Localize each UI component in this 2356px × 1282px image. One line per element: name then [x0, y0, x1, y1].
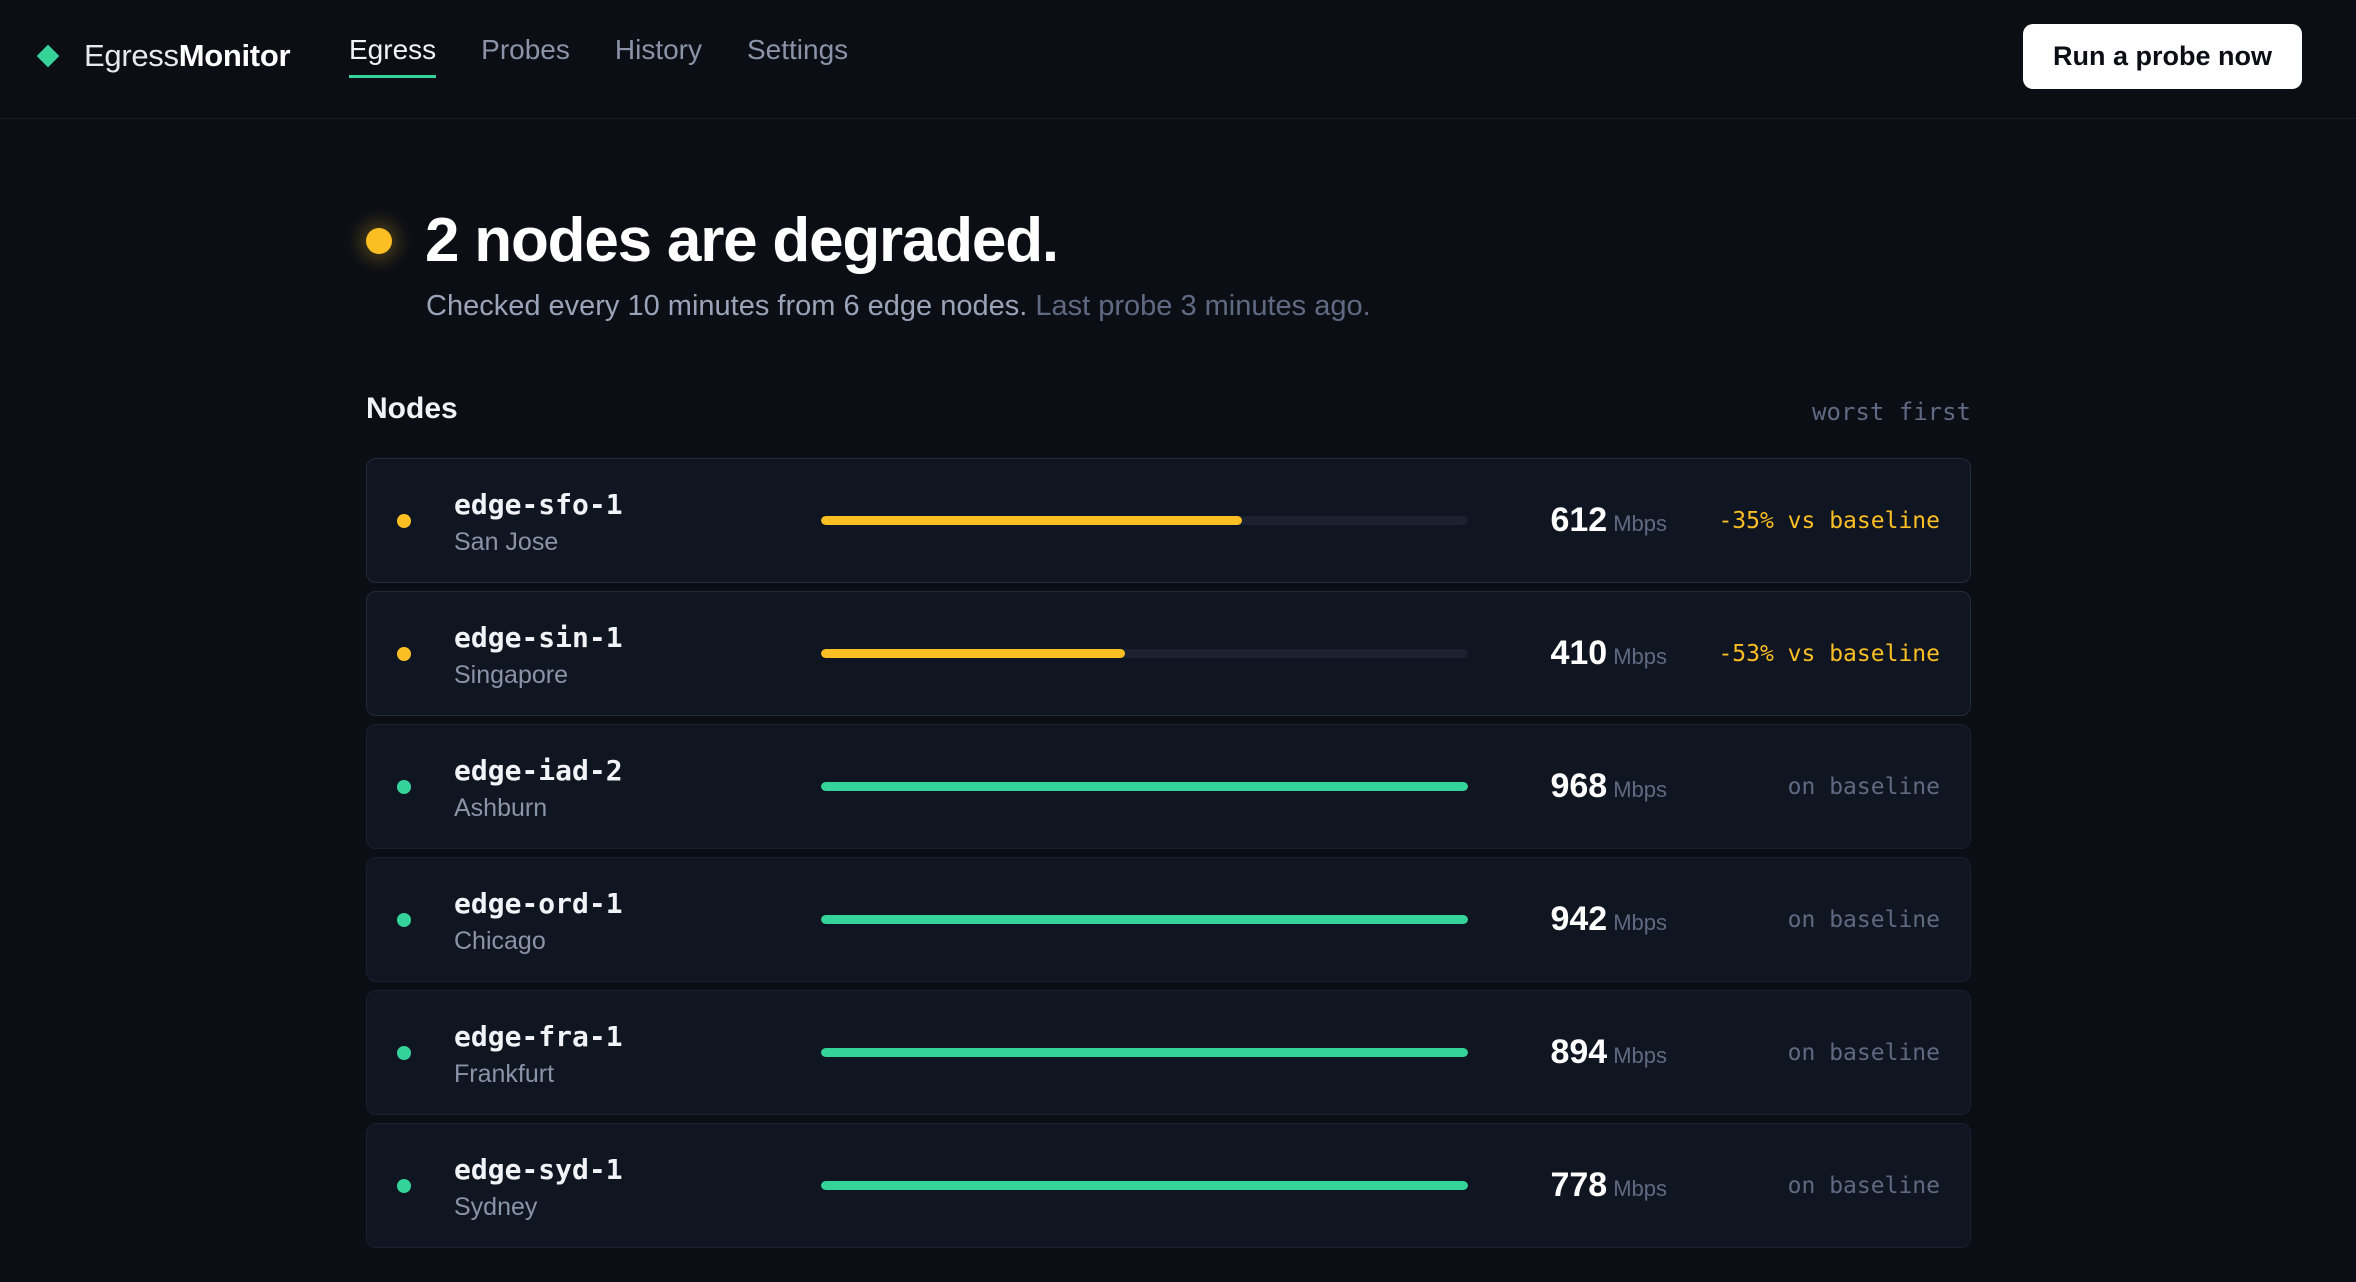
- throughput-bar: [821, 516, 1468, 525]
- node-name: edge-iad-2: [454, 754, 623, 787]
- throughput-value: 942: [1550, 900, 1608, 938]
- brand-name: EgressMonitor: [84, 38, 291, 74]
- node-name: edge-sin-1: [454, 621, 623, 654]
- throughput-bar-fill: [821, 649, 1126, 658]
- baseline-delta: -35% vs baseline: [1718, 508, 1940, 534]
- baseline-delta: on baseline: [1787, 774, 1940, 800]
- diamond-icon: [36, 44, 60, 68]
- sort-order-label[interactable]: worst first: [1812, 398, 1971, 426]
- brand-logo[interactable]: EgressMonitor: [36, 36, 291, 76]
- throughput-value: 968: [1550, 767, 1608, 805]
- node-location: Sydney: [454, 1193, 538, 1221]
- throughput-value: 778: [1550, 1166, 1608, 1204]
- throughput-bar: [821, 649, 1468, 658]
- node-status-dot: [397, 780, 411, 794]
- throughput-unit: Mbps: [1613, 910, 1667, 935]
- tab-probes[interactable]: Probes: [481, 34, 570, 65]
- throughput-readout: 968 Mbps: [1550, 767, 1667, 806]
- throughput-bar-fill: [821, 516, 1242, 525]
- throughput-readout: 410 Mbps: [1550, 634, 1667, 673]
- throughput-unit: Mbps: [1613, 777, 1667, 802]
- node-status-dot: [397, 1046, 411, 1060]
- top-nav-bar: EgressMonitor Egress Probes History Sett…: [0, 0, 2356, 119]
- throughput-bar-fill: [821, 1181, 1468, 1190]
- node-name: edge-fra-1: [454, 1020, 623, 1053]
- throughput-readout: 894 Mbps: [1550, 1033, 1667, 1072]
- node-list: edge-sfo-1 San Jose 612 Mbps -35% vs baselin…: [366, 458, 1971, 1256]
- throughput-value: 612: [1550, 501, 1608, 539]
- node-row[interactable]: edge-syd-1 Sydney 778 Mbps on baseline: [366, 1123, 1971, 1248]
- node-row[interactable]: edge-fra-1 Frankfurt 894 Mbps on baseline: [366, 990, 1971, 1115]
- node-location: San Jose: [454, 528, 559, 556]
- node-name: edge-ord-1: [454, 887, 623, 920]
- tab-egress[interactable]: Egress: [349, 34, 437, 78]
- node-location: Singapore: [454, 661, 568, 689]
- node-row[interactable]: edge-sin-1 Singapore 410 Mbps -53% vs baseli…: [366, 591, 1971, 716]
- throughput-readout: 942 Mbps: [1550, 900, 1667, 939]
- run-probe-button[interactable]: Run a probe now: [2023, 24, 2302, 89]
- throughput-bar: [821, 1048, 1468, 1057]
- baseline-delta: on baseline: [1787, 1173, 1940, 1199]
- node-status-dot: [397, 647, 411, 661]
- node-location: Ashburn: [454, 794, 548, 822]
- node-name: edge-sfo-1: [454, 488, 623, 521]
- section-title: Nodes: [366, 392, 458, 425]
- throughput-bar: [821, 915, 1468, 924]
- brand-name-light: Egress: [84, 38, 179, 73]
- node-status-dot: [397, 913, 411, 927]
- throughput-bar-fill: [821, 915, 1468, 924]
- node-row[interactable]: edge-ord-1 Chicago 942 Mbps on baseline: [366, 857, 1971, 982]
- throughput-value: 410: [1550, 634, 1608, 672]
- node-location: Chicago: [454, 927, 546, 955]
- tab-settings[interactable]: Settings: [747, 34, 849, 65]
- node-status-dot: [397, 1179, 411, 1193]
- node-row[interactable]: edge-sfo-1 San Jose 612 Mbps -35% vs baselin…: [366, 458, 1971, 583]
- status-indicator-dot: [366, 228, 392, 254]
- throughput-bar: [821, 782, 1468, 791]
- main-nav: Egress Probes History Settings: [349, 34, 848, 78]
- status-last-probe: Last probe 3 minutes ago.: [1035, 290, 1371, 322]
- baseline-delta: -53% vs baseline: [1718, 641, 1940, 667]
- brand-name-bold: Monitor: [178, 38, 291, 73]
- node-name: edge-syd-1: [454, 1153, 623, 1186]
- throughput-bar: [821, 1181, 1468, 1190]
- baseline-delta: on baseline: [1787, 1040, 1940, 1066]
- throughput-bar-fill: [821, 1048, 1468, 1057]
- baseline-delta: on baseline: [1787, 907, 1940, 933]
- nodes-section-header: Nodes worst first: [366, 390, 1971, 430]
- tab-history[interactable]: History: [614, 34, 702, 65]
- throughput-unit: Mbps: [1613, 1043, 1667, 1068]
- throughput-unit: Mbps: [1613, 644, 1667, 669]
- throughput-readout: 612 Mbps: [1550, 501, 1667, 540]
- status-subtitle: Checked every 10 minutes from 6 edge nod…: [426, 290, 1371, 323]
- node-location: Frankfurt: [454, 1060, 555, 1088]
- status-check-info: Checked every 10 minutes from 6 edge nod…: [426, 290, 1028, 322]
- throughput-unit: Mbps: [1613, 511, 1667, 536]
- throughput-readout: 778 Mbps: [1550, 1166, 1667, 1205]
- status-title: 2 nodes are degraded.: [425, 206, 1059, 275]
- throughput-value: 894: [1550, 1033, 1608, 1071]
- throughput-bar-fill: [821, 782, 1468, 791]
- node-status-dot: [397, 514, 411, 528]
- node-row[interactable]: edge-iad-2 Ashburn 968 Mbps on baseline: [366, 724, 1971, 849]
- throughput-unit: Mbps: [1613, 1176, 1667, 1201]
